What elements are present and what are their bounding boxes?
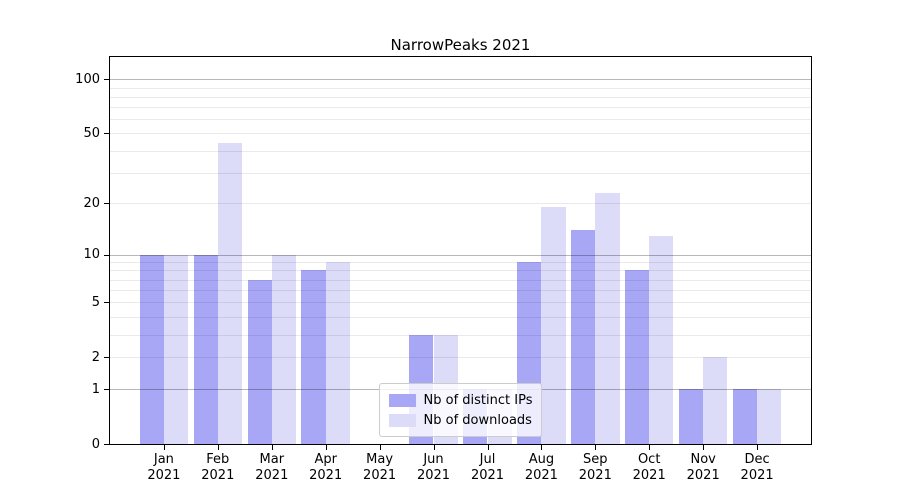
x-tick-year: 2021: [632, 468, 666, 483]
y-tick-label: 100: [75, 71, 100, 87]
bar-feb-downloads: [217, 143, 243, 444]
gridline-10: [110, 254, 811, 256]
y-tick-label: 20: [83, 195, 100, 211]
x-tick-mark: [595, 445, 597, 450]
x-tick-year: 2021: [740, 468, 774, 483]
x-tick-label: Apr 2021: [295, 452, 357, 484]
x-tick-year: 2021: [363, 468, 397, 483]
x-tick-mark: [163, 445, 165, 450]
x-tick-year: 2021: [470, 468, 505, 483]
x-tick-mark: [649, 445, 651, 450]
x-tick-year: 2021: [147, 468, 181, 483]
y-tick-mark: [104, 79, 109, 81]
bar-sep-downloads: [595, 192, 620, 444]
legend: Nb of distinct IPs Nb of downloads: [378, 383, 543, 437]
x-tick-mark: [433, 445, 435, 450]
legend-label: Nb of distinct IPs: [423, 392, 533, 408]
gridline-9: [110, 262, 811, 264]
y-tick-label: 5: [91, 294, 100, 310]
x-tick-label: Mar 2021: [241, 452, 303, 484]
bar-apr-downloads: [325, 262, 350, 444]
x-tick-label: Jun 2021: [403, 452, 465, 484]
gridline-5: [110, 302, 811, 304]
x-tick-mark: [217, 445, 219, 450]
x-tick-year: 2021: [416, 468, 451, 483]
bar-nov-downloads: [703, 357, 728, 444]
x-tick-label: Jul 2021: [457, 452, 519, 484]
y-tick-mark: [104, 254, 109, 256]
gridline-80: [110, 96, 811, 98]
gridline-90: [110, 87, 811, 89]
legend-swatch: [388, 393, 416, 407]
legend-label: Nb of downloads: [423, 412, 532, 428]
gridline-20: [110, 203, 811, 205]
bar-oct-downloads: [649, 235, 674, 444]
x-tick-label: Aug 2021: [510, 452, 572, 484]
legend-entry-ips: Nb of distinct IPs: [388, 390, 533, 410]
gridline-50: [110, 133, 811, 135]
x-tick-mark: [541, 445, 543, 450]
bar-feb-ips: [193, 254, 218, 444]
x-tick-label: May 2021: [349, 452, 411, 484]
y-tick-mark: [104, 203, 109, 205]
x-tick-mark: [703, 445, 705, 450]
legend-swatch: [388, 413, 416, 427]
x-tick-mark: [325, 445, 327, 450]
bar-mar-downloads: [271, 254, 297, 444]
x-tick-label: Oct 2021: [618, 452, 680, 484]
gridline-70: [110, 107, 811, 109]
x-tick-label: Jan 2021: [133, 452, 195, 484]
y-tick-mark: [104, 133, 109, 135]
y-tick-label: 2: [91, 349, 100, 365]
y-tick-label: 50: [83, 125, 100, 141]
gridline-40: [110, 150, 811, 152]
x-tick-mark: [379, 445, 381, 450]
gridline-60: [110, 119, 811, 121]
x-tick-year: 2021: [686, 468, 720, 483]
bar-nov-ips: [678, 389, 704, 444]
bar-sep-ips: [571, 230, 596, 444]
x-tick-year: 2021: [524, 468, 558, 483]
bar-jan-downloads: [163, 254, 189, 444]
chart-title: NarrowPeaks 2021: [390, 36, 531, 54]
bar-apr-ips: [301, 270, 326, 444]
x-tick-mark: [487, 445, 489, 450]
gridline-30: [110, 172, 811, 174]
y-tick-mark: [104, 389, 109, 391]
gridline-6: [110, 290, 811, 292]
gridline-3: [110, 334, 811, 336]
y-tick-mark: [104, 302, 109, 304]
gridline-7: [110, 279, 811, 281]
y-tick-label: 1: [91, 381, 100, 397]
x-tick-label: Nov 2021: [672, 452, 734, 484]
x-tick-year: 2021: [201, 468, 235, 483]
bar-dec-ips: [732, 389, 758, 444]
x-tick-year: 2021: [309, 468, 343, 483]
gridline-100: [110, 79, 811, 81]
y-tick-mark: [104, 444, 109, 445]
bar-jan-ips: [139, 254, 164, 444]
x-tick-mark: [271, 445, 273, 450]
bar-dec-downloads: [757, 389, 782, 444]
y-tick-label: 0: [91, 436, 100, 452]
x-tick-label: Sep 2021: [564, 452, 626, 484]
gridline-4: [110, 316, 811, 318]
x-tick-label: Dec 2021: [726, 452, 788, 484]
gridline-8: [110, 270, 811, 272]
bar-aug-downloads: [541, 207, 566, 444]
bar-oct-ips: [624, 270, 650, 444]
gridline-2: [110, 357, 811, 359]
bar-mar-ips: [247, 279, 272, 444]
x-tick-year: 2021: [255, 468, 289, 483]
plot-area: Nb of distinct IPs Nb of downloads: [109, 56, 812, 445]
x-tick-year: 2021: [578, 468, 612, 483]
legend-entry-downloads: Nb of downloads: [388, 410, 533, 430]
x-tick-label: Feb 2021: [187, 452, 249, 484]
y-tick-label: 10: [83, 247, 100, 262]
y-tick-mark: [104, 357, 109, 359]
x-tick-mark: [757, 445, 759, 450]
